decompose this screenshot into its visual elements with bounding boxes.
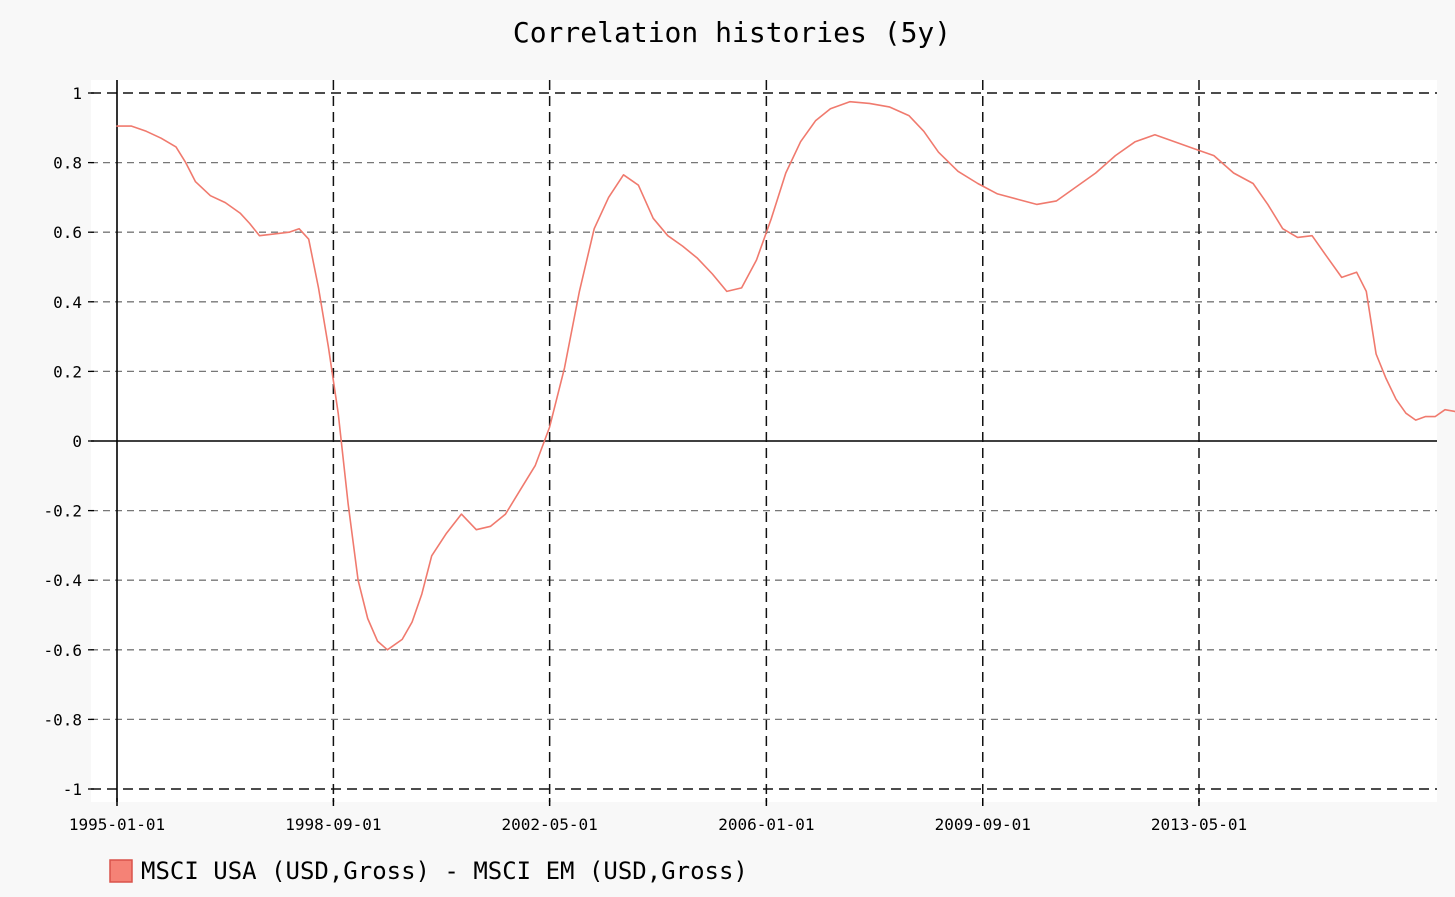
series-line <box>116 100 1455 651</box>
x-tick-label: 2006-01-01 <box>718 815 814 834</box>
y-tick-label: 0.2 <box>53 362 82 381</box>
x-tick-label: 2009-09-01 <box>935 815 1031 834</box>
y-tick-label: -0.8 <box>43 710 82 729</box>
y-tick-label: 0.6 <box>53 223 82 242</box>
x-tick-label: 1995-01-01 <box>69 815 165 834</box>
y-tick-label: 1 <box>72 84 82 103</box>
legend[interactable]: MSCI USA (USD,Gross) - MSCI EM (USD,Gros… <box>109 857 748 885</box>
y-tick-label: 0 <box>72 432 82 451</box>
axis-layer: 1 0.8 0.6 0.4 0.2 0 -0.2 -0.4 -0.6 -0.8 -1 1995-01-… <box>43 84 1247 834</box>
y-tick-label: -1 <box>63 780 82 799</box>
y-tick-label: -0.6 <box>43 641 82 660</box>
x-tick-label: 2013-05-01 <box>1151 815 1247 834</box>
x-tick-label: 2002-05-01 <box>501 815 597 834</box>
grid-layer <box>91 80 1437 802</box>
y-tick-label: -0.4 <box>43 571 82 590</box>
legend-label: MSCI USA (USD,Gross) - MSCI EM (USD,Gros… <box>141 857 748 885</box>
y-tick-label: -0.2 <box>43 502 82 521</box>
x-tick-label: 1998-09-01 <box>285 815 381 834</box>
legend-swatch <box>109 859 133 883</box>
series-layer <box>116 100 1455 651</box>
y-tick-label: 0.4 <box>53 293 82 312</box>
y-tick-label: 0.8 <box>53 154 82 173</box>
chart-title: Correlation histories (5y) <box>513 16 951 49</box>
